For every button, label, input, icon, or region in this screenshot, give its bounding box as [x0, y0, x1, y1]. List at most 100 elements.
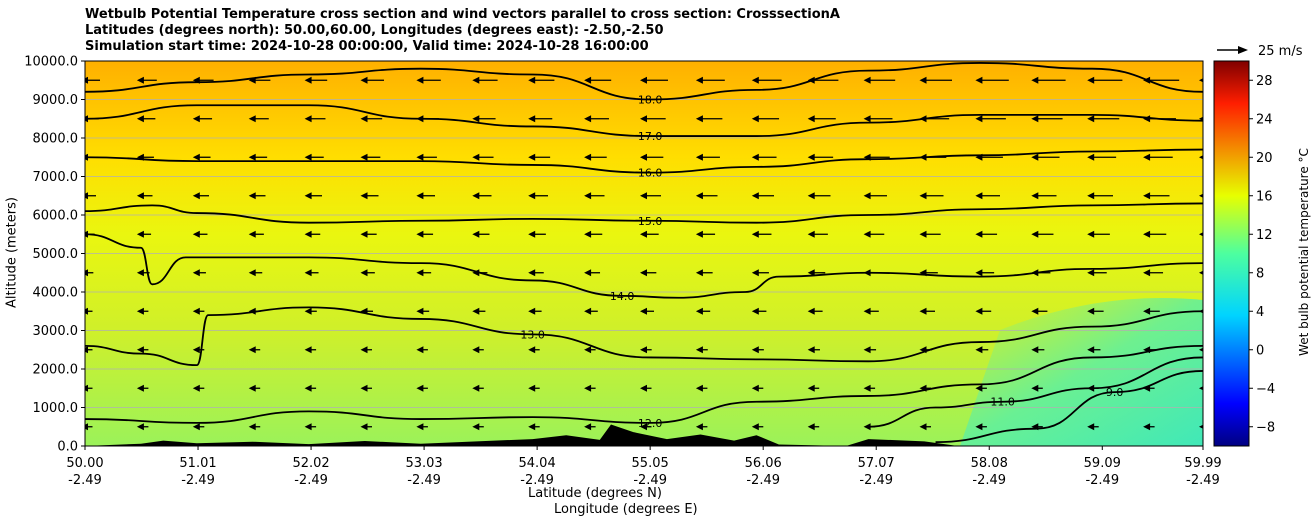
wind-vector-head: [248, 230, 256, 238]
wind-vector-head: [85, 269, 88, 277]
wind-vector-head: [919, 384, 927, 392]
wind-vector-head: [85, 153, 88, 161]
contour-line: [85, 104, 1203, 137]
y-tick-label: 5000.0: [33, 247, 79, 262]
x-tick-label-lat: 57.07: [858, 456, 895, 471]
contour-line: [868, 356, 1203, 428]
x-tick-label-lat: 51.01: [179, 456, 216, 471]
wind-vector-head: [695, 153, 703, 161]
wind-vector-head: [248, 269, 256, 277]
wind-vector-head: [528, 423, 536, 431]
colorbar-label: Wet bulb potential temperature °C: [1297, 148, 1311, 356]
wind-vector-head: [1031, 346, 1039, 354]
wind-vector-head: [751, 307, 759, 315]
wind-vector-head: [528, 384, 536, 392]
wind-vector-head: [416, 269, 424, 277]
contour-label: 9.0: [1106, 386, 1124, 399]
wind-vector-head: [304, 307, 312, 315]
wind-vector-head: [919, 269, 927, 277]
x-tick-label-lon: -2.49: [972, 473, 1006, 488]
wind-vector-head: [640, 76, 647, 84]
y-tick-label: 10000.0: [24, 55, 78, 70]
wind-vector-head: [1199, 386, 1203, 391]
wind-vector-head: [1031, 153, 1039, 161]
wind-vector-head: [416, 153, 424, 161]
wind-vector-head: [975, 153, 983, 161]
wind-vector-head: [584, 115, 592, 123]
wind-vector-head: [695, 307, 703, 315]
wind-vector-head: [1143, 115, 1151, 123]
wind-vector-head: [1031, 307, 1039, 315]
wind-vector-head: [751, 269, 759, 277]
wind-vector-head: [192, 230, 200, 238]
x-axis-label-latitude: Latitude (degrees N): [528, 486, 662, 501]
wind-vector-head: [472, 307, 480, 315]
wind-vector-head: [1199, 270, 1203, 275]
colorbar-tick-label: 12: [1256, 228, 1273, 243]
wind-vector-head: [85, 384, 88, 392]
wind-vector-head: [528, 230, 536, 238]
colorbar-tick-label: 28: [1256, 74, 1273, 89]
wind-vector-head: [1087, 346, 1095, 354]
wind-vector-head: [863, 153, 871, 161]
x-tick-label-lat: 50.00: [66, 456, 103, 471]
wind-vector-head: [360, 307, 368, 315]
wind-vector-head: [1199, 155, 1203, 160]
wind-vector-head: [751, 230, 759, 238]
wind-vector-head: [975, 192, 983, 200]
wind-vector-head: [640, 307, 647, 315]
wind-vector-head: [85, 307, 88, 315]
x-tick-label-lon: -2.49: [1186, 473, 1220, 488]
wind-vector-head: [85, 192, 88, 200]
wind-vector-head: [975, 423, 983, 431]
wind-vector-head: [360, 115, 368, 123]
wind-vector-head: [1087, 192, 1095, 200]
wind-vector-head: [807, 115, 815, 123]
wind-vector-head: [304, 115, 312, 123]
wind-vector-head: [695, 230, 703, 238]
wind-vector-head: [807, 423, 815, 431]
wind-vector-head: [695, 269, 703, 277]
wind-vector-head: [584, 230, 592, 238]
wind-vector-head: [975, 230, 983, 238]
wind-vector-head: [472, 346, 480, 354]
wind-vector-head: [248, 346, 256, 354]
wind-vector-head: [85, 115, 88, 123]
contour-line: [935, 370, 1203, 444]
wind-vector-head: [751, 76, 759, 84]
chart-title-line-2: Latitudes (degrees north): 50.00,60.00, …: [85, 23, 664, 38]
wind-vector-head: [1143, 423, 1151, 431]
wind-vector-head: [85, 346, 88, 354]
wind-vector-head: [919, 76, 927, 84]
wind-vector-head: [472, 153, 480, 161]
wind-vector-head: [695, 346, 703, 354]
wind-vector-head: [584, 269, 592, 277]
wind-vector-head: [751, 115, 759, 123]
wind-vector-head: [360, 384, 368, 392]
wind-vector-head: [528, 153, 536, 161]
wind-vector-head: [360, 346, 368, 354]
wind-vector-head: [1031, 269, 1039, 277]
x-tick-label-lon: -2.49: [633, 473, 667, 488]
wind-vector-head: [472, 230, 480, 238]
wind-vector-head: [1143, 307, 1151, 315]
x-tick-label-lat: 53.03: [405, 456, 442, 471]
wind-vector-head: [192, 115, 200, 123]
colorbar-tick-label: 8: [1256, 266, 1264, 281]
wind-vector-head: [416, 307, 424, 315]
wind-vector-head: [360, 269, 368, 277]
wind-vector-head: [416, 192, 424, 200]
wind-vector-head: [248, 115, 256, 123]
wind-vector-head: [85, 230, 88, 238]
contour-label: 15.0: [638, 215, 663, 228]
wind-vector-head: [1199, 78, 1203, 83]
y-axis: 0.0 1000.0 2000.0 3000.0 4000.0 5000.0 6000.0 7…: [24, 55, 85, 455]
wind-vector-head: [416, 346, 424, 354]
colorbar-tick-label: −8: [1256, 420, 1275, 435]
x-tick-label-lat: 55.05: [632, 456, 669, 471]
quiver-key-label: 25 m/s: [1258, 44, 1303, 59]
x-axis: 50.00 -2.49 51.01 -2.49 52.02 -2.49 53.03 -2.49…: [66, 446, 1222, 488]
plot-area: 18.0 17.0 16.0 15.0 14.0 13.0 12.0 11.0 9.0: [85, 61, 1203, 446]
wind-vector-head: [640, 115, 647, 123]
wind-vector-head: [1143, 230, 1151, 238]
